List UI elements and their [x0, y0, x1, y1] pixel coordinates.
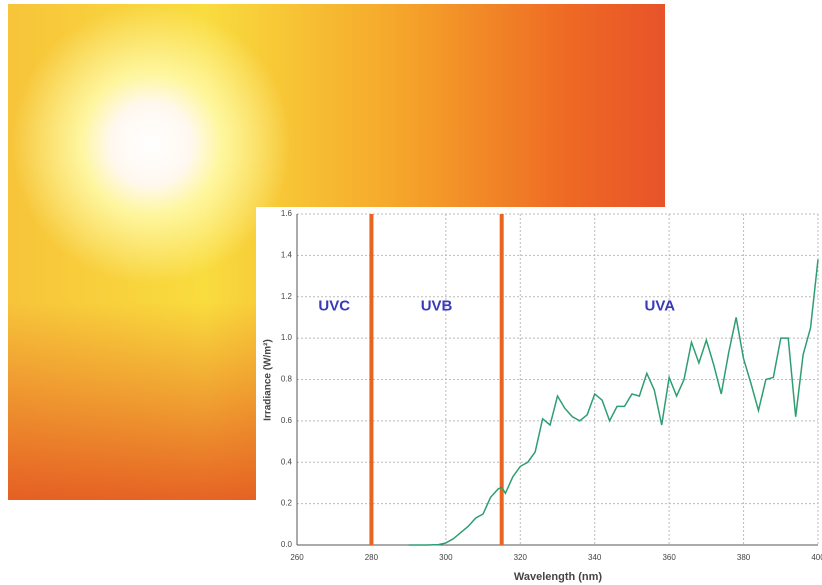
x-tick-label: 260	[290, 553, 304, 562]
y-tick-label: 0.0	[281, 540, 293, 549]
y-tick-label: 0.4	[281, 457, 293, 466]
region-label: UVC	[318, 298, 350, 315]
region-label: UVA	[645, 298, 676, 315]
page: Wavelength (nm) Irradiance (W/m²) 0.0 0.2…	[0, 0, 822, 585]
y-tick-label: 1.0	[281, 333, 293, 342]
x-tick-label: 380	[737, 553, 751, 562]
y-tick-label: 1.6	[281, 209, 293, 218]
x-tick-label: 300	[439, 553, 453, 562]
y-tick-label: 0.8	[281, 375, 293, 384]
chart-panel	[256, 207, 822, 585]
x-tick-label: 360	[662, 553, 676, 562]
y-axis-title: Irradiance (W/m²)	[263, 339, 274, 421]
y-tick-label: 0.2	[281, 499, 293, 508]
x-tick-label: 400	[811, 553, 822, 562]
region-label: UVB	[421, 298, 453, 315]
x-tick-label: 280	[365, 553, 379, 562]
x-tick-label: 340	[588, 553, 602, 562]
x-tick-label: 320	[514, 553, 528, 562]
y-tick-label: 0.6	[281, 416, 293, 425]
x-axis-title: Wavelength (nm)	[514, 571, 603, 583]
y-tick-label: 1.4	[281, 250, 293, 259]
y-tick-label: 1.2	[281, 292, 293, 301]
chart: Wavelength (nm) Irradiance (W/m²) 0.0 0.2…	[0, 0, 822, 585]
